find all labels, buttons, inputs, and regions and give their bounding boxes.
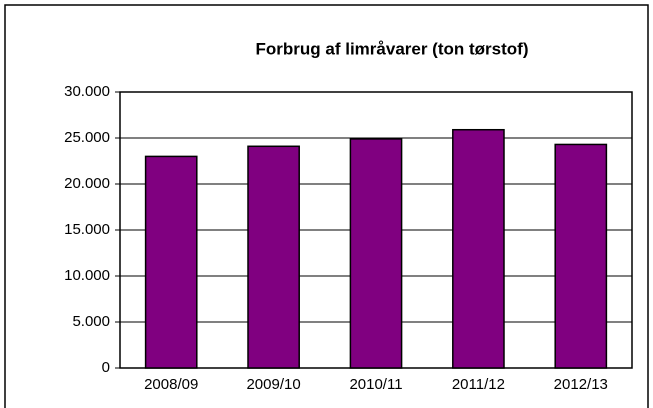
bar <box>554 143 608 369</box>
y-tick-label: 15.000 <box>64 221 110 238</box>
bar <box>452 128 505 369</box>
y-tick-label: 10.000 <box>64 267 110 284</box>
bar <box>247 145 300 369</box>
y-tick-label: 5.000 <box>72 313 110 330</box>
y-tick-label: 0 <box>102 359 110 376</box>
y-tick-label: 25.000 <box>64 129 110 146</box>
bar <box>349 138 403 369</box>
x-tick-label: 2008/09 <box>144 376 198 393</box>
x-tick-label: 2012/13 <box>554 376 608 393</box>
x-tick-label: 2009/10 <box>246 376 300 393</box>
chart-title: Forbrug af limråvarer (ton tørstof) <box>256 39 529 58</box>
x-tick-label: 2010/11 <box>349 376 402 393</box>
bar <box>144 155 198 369</box>
y-tick-label: 30.000 <box>64 83 110 100</box>
chart-border <box>4 4 649 408</box>
y-tick-label: 20.000 <box>64 175 110 192</box>
x-tick-label: 2011/12 <box>452 376 505 393</box>
